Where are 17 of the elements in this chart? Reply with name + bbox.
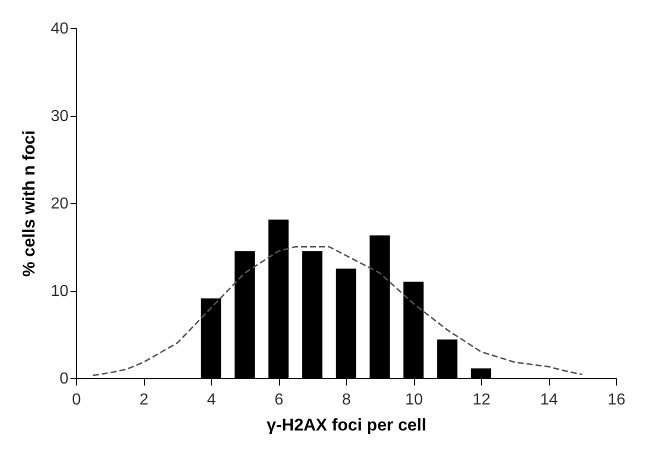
x-tick-label: 8 [342, 392, 352, 408]
y-tick-label: 40 [50, 20, 69, 38]
x-tick-label: 4 [207, 392, 216, 408]
x-tick-label: 2 [140, 392, 149, 408]
x-tick-label: 0 [72, 392, 82, 408]
y-tick-label: 0 [60, 370, 69, 388]
x-tick-label: 6 [274, 392, 284, 408]
x-tick-label: 12 [472, 392, 490, 408]
y-tick-label: 20 [50, 196, 69, 212]
x-axis-title: γ-H2AX foci per cell [266, 416, 426, 434]
y-axis-title: % cells with n foci [20, 130, 39, 277]
x-tick-label: 14 [540, 392, 558, 408]
x-tick-label: 10 [405, 392, 423, 408]
y-tick-label: 10 [50, 283, 69, 300]
x-tick-label: 16 [608, 392, 626, 408]
y-tick-label: 30 [50, 108, 69, 125]
line-series [92, 246, 583, 376]
